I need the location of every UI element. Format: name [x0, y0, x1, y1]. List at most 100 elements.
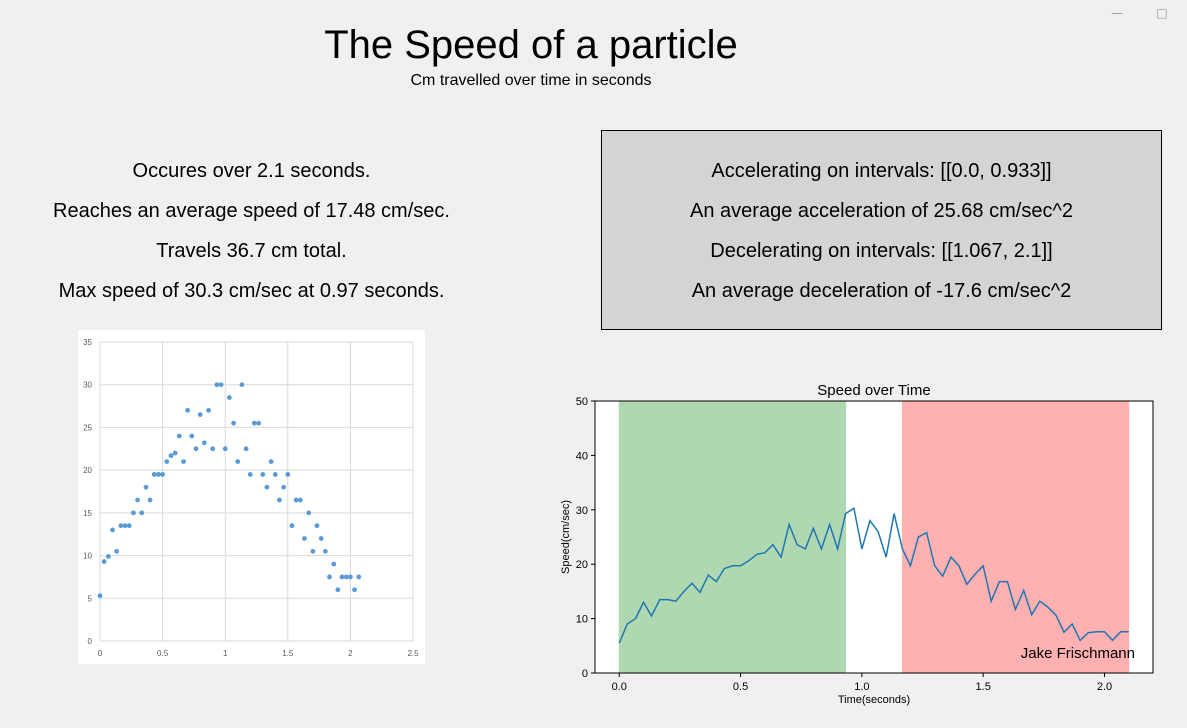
y-tick-label: 20 — [576, 559, 588, 571]
x-tick-label: 1.5 — [976, 681, 991, 693]
scatter-point — [122, 523, 128, 529]
y-tick-label: 5 — [88, 594, 93, 603]
scatter-point — [164, 459, 170, 464]
scatter-point — [277, 497, 282, 503]
x-tick-label: 1 — [223, 649, 228, 658]
scatter-point — [352, 587, 357, 593]
scatter-point — [131, 510, 136, 516]
scatter-point — [281, 484, 287, 490]
scatter-point — [181, 459, 186, 464]
scatter-point — [239, 382, 245, 388]
scatter-point — [156, 472, 161, 477]
scatter-point — [314, 523, 320, 529]
scatter-point — [356, 574, 362, 580]
speed-line — [618, 506, 1129, 644]
x-axis-label: Time(seconds) — [838, 694, 910, 706]
y-tick-label: 30 — [576, 505, 588, 517]
y-axis-label: Speed(cm/sec) — [560, 500, 572, 574]
scatter-point — [302, 536, 307, 541]
stat-duration: Occures over 2.1 seconds. — [132, 160, 371, 182]
x-tick-label: 1.5 — [282, 649, 294, 658]
y-tick-label: 30 — [83, 381, 92, 390]
scatter-point — [327, 574, 332, 580]
scatter-point — [110, 527, 115, 533]
scatter-point — [289, 523, 295, 529]
scatter-point — [235, 459, 241, 464]
scatter-point — [247, 472, 253, 477]
scatter-point — [251, 420, 257, 426]
acceleration-band — [618, 400, 847, 674]
scatter-point — [206, 407, 211, 413]
scatter-point — [97, 593, 103, 599]
x-tick-label: 0.5 — [157, 649, 169, 658]
scatter-point — [101, 559, 107, 564]
scatter-point — [318, 536, 324, 541]
scatter-point — [339, 574, 345, 580]
scatter-point — [114, 548, 120, 554]
scatter-point — [172, 450, 178, 456]
scatter-point — [322, 548, 328, 554]
scatter-point — [147, 497, 153, 503]
y-tick-label: 0 — [582, 668, 588, 680]
scatter-point — [256, 420, 262, 426]
page-subtitle: Cm travelled over time in seconds — [410, 72, 652, 89]
deceleration-band — [901, 400, 1130, 674]
x-tick-label: 1.0 — [854, 681, 869, 693]
scatter-point — [151, 472, 157, 477]
maximize-icon[interactable]: □ — [1156, 6, 1168, 20]
x-tick-label: 2.0 — [1097, 681, 1112, 693]
x-tick-label: 0.0 — [612, 681, 627, 693]
scatter-point — [210, 446, 216, 452]
x-tick-label: 0.5 — [733, 681, 748, 693]
scatter-point — [285, 472, 291, 477]
scatter-point — [297, 497, 303, 503]
scatter-point — [231, 420, 236, 426]
scatter-point — [222, 446, 228, 452]
scatter-point — [264, 484, 270, 490]
scatter-point — [268, 459, 274, 464]
chart-title: Speed over Time — [817, 382, 930, 399]
scatter-point — [126, 523, 132, 529]
scatter-point — [335, 587, 341, 593]
scatter-point — [226, 395, 232, 400]
scatter-point — [331, 561, 337, 567]
scatter-chart: 0 5 10 15 20 25 30 35 0 0.5 1 1.5 2 2.5 — [83, 338, 419, 658]
scatter-point — [272, 472, 278, 477]
y-tick-label: 35 — [83, 338, 92, 347]
scatter-point — [243, 446, 249, 452]
y-tick-label: 20 — [83, 466, 92, 475]
average-deceleration: An average deceleration of -17.6 cm/sec^… — [691, 280, 1072, 302]
minimize-icon[interactable]: — — [1111, 6, 1123, 20]
scatter-point — [197, 412, 203, 418]
scatter-point — [189, 433, 195, 439]
scatter-point — [214, 382, 220, 388]
scatter-point — [168, 453, 174, 459]
scatter-point — [310, 548, 316, 554]
page-title: The Speed of a particle — [324, 23, 738, 67]
plot-frame — [594, 400, 1154, 674]
acceleration-summary-panel: Accelerating on intervals: [[0.0, 0.933]… — [601, 130, 1162, 330]
scatter-point — [348, 574, 353, 580]
scatter-point — [105, 554, 111, 559]
y-tick-label: 40 — [576, 450, 588, 462]
scatter-point — [176, 433, 182, 439]
x-tick-label: 2.5 — [407, 649, 419, 658]
scatter-point — [201, 440, 207, 446]
scatter-point — [260, 472, 266, 477]
scatter-point — [135, 497, 140, 503]
y-tick-label: 15 — [83, 509, 92, 518]
scatter-point — [143, 484, 149, 490]
scatter-point — [193, 446, 199, 452]
y-tick-label: 10 — [576, 614, 588, 626]
stat-total-distance: Travels 36.7 cm total. — [156, 240, 347, 262]
stat-average-speed: Reaches an average speed of 17.48 cm/sec… — [53, 200, 450, 222]
scatter-point — [293, 497, 299, 503]
accelerating-intervals: Accelerating on intervals: [[0.0, 0.933]… — [711, 160, 1052, 182]
y-tick-label: 25 — [83, 423, 92, 432]
x-tick-label: 0 — [98, 649, 103, 658]
y-tick-label: 0 — [88, 637, 93, 646]
author-annotation: Jake Frischmann — [1021, 645, 1135, 662]
decelerating-intervals: Decelerating on intervals: [[1.067, 2.1]… — [710, 240, 1053, 262]
y-tick-label: 10 — [83, 552, 92, 561]
speed-over-time-chart: 0 10 20 30 40 50 0.0 0.5 1.0 1.5 2.0 Speed over Tim… — [560, 382, 1154, 706]
